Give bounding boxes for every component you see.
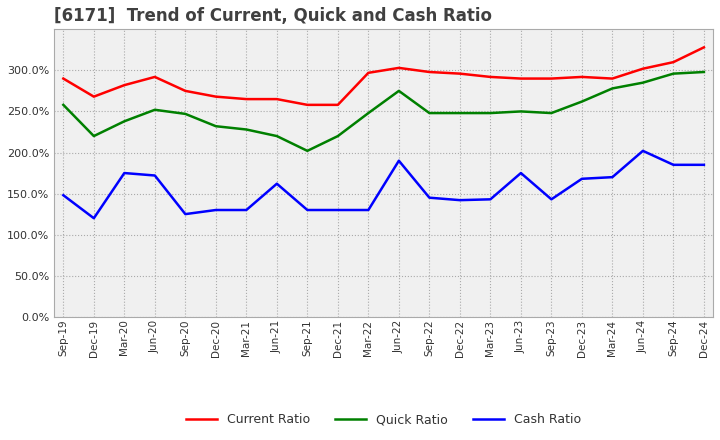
Cash Ratio <box>364 207 373 213</box>
Current Ratio <box>273 96 282 102</box>
Cash Ratio <box>486 197 495 202</box>
Current Ratio <box>181 88 189 94</box>
Quick Ratio <box>150 107 159 113</box>
Current Ratio <box>486 74 495 80</box>
Quick Ratio <box>577 99 586 104</box>
Text: [6171]  Trend of Current, Quick and Cash Ratio: [6171] Trend of Current, Quick and Cash … <box>54 7 492 25</box>
Quick Ratio <box>212 124 220 129</box>
Current Ratio <box>333 102 342 107</box>
Cash Ratio <box>150 173 159 178</box>
Cash Ratio <box>333 207 342 213</box>
Current Ratio <box>669 59 678 65</box>
Quick Ratio <box>639 80 647 85</box>
Current Ratio <box>59 76 68 81</box>
Quick Ratio <box>303 148 312 154</box>
Quick Ratio <box>333 133 342 139</box>
Quick Ratio <box>425 110 433 116</box>
Cash Ratio <box>608 175 617 180</box>
Current Ratio <box>120 82 129 88</box>
Cash Ratio <box>59 193 68 198</box>
Quick Ratio <box>242 127 251 132</box>
Legend: Current Ratio, Quick Ratio, Cash Ratio: Current Ratio, Quick Ratio, Cash Ratio <box>181 408 587 431</box>
Current Ratio <box>608 76 617 81</box>
Current Ratio <box>577 74 586 80</box>
Cash Ratio <box>212 207 220 213</box>
Quick Ratio <box>395 88 403 94</box>
Current Ratio <box>212 94 220 99</box>
Cash Ratio <box>273 181 282 187</box>
Current Ratio <box>425 70 433 75</box>
Line: Cash Ratio: Cash Ratio <box>63 151 704 218</box>
Current Ratio <box>303 102 312 107</box>
Quick Ratio <box>89 133 98 139</box>
Cash Ratio <box>456 198 464 203</box>
Current Ratio <box>242 96 251 102</box>
Current Ratio <box>700 45 708 50</box>
Quick Ratio <box>456 110 464 116</box>
Current Ratio <box>547 76 556 81</box>
Quick Ratio <box>59 102 68 107</box>
Current Ratio <box>395 65 403 70</box>
Current Ratio <box>639 66 647 71</box>
Current Ratio <box>516 76 525 81</box>
Quick Ratio <box>547 110 556 116</box>
Line: Current Ratio: Current Ratio <box>63 48 704 105</box>
Cash Ratio <box>639 148 647 154</box>
Quick Ratio <box>364 110 373 116</box>
Quick Ratio <box>516 109 525 114</box>
Cash Ratio <box>181 212 189 217</box>
Current Ratio <box>364 70 373 75</box>
Current Ratio <box>89 94 98 99</box>
Quick Ratio <box>273 133 282 139</box>
Quick Ratio <box>120 119 129 124</box>
Cash Ratio <box>395 158 403 163</box>
Current Ratio <box>150 74 159 80</box>
Cash Ratio <box>516 170 525 176</box>
Cash Ratio <box>303 207 312 213</box>
Cash Ratio <box>577 176 586 181</box>
Cash Ratio <box>425 195 433 200</box>
Line: Quick Ratio: Quick Ratio <box>63 72 704 151</box>
Cash Ratio <box>120 170 129 176</box>
Quick Ratio <box>669 71 678 76</box>
Cash Ratio <box>700 162 708 168</box>
Cash Ratio <box>547 197 556 202</box>
Quick Ratio <box>486 110 495 116</box>
Cash Ratio <box>89 216 98 221</box>
Quick Ratio <box>608 86 617 91</box>
Quick Ratio <box>181 111 189 117</box>
Quick Ratio <box>700 70 708 75</box>
Current Ratio <box>456 71 464 76</box>
Cash Ratio <box>242 207 251 213</box>
Cash Ratio <box>669 162 678 168</box>
